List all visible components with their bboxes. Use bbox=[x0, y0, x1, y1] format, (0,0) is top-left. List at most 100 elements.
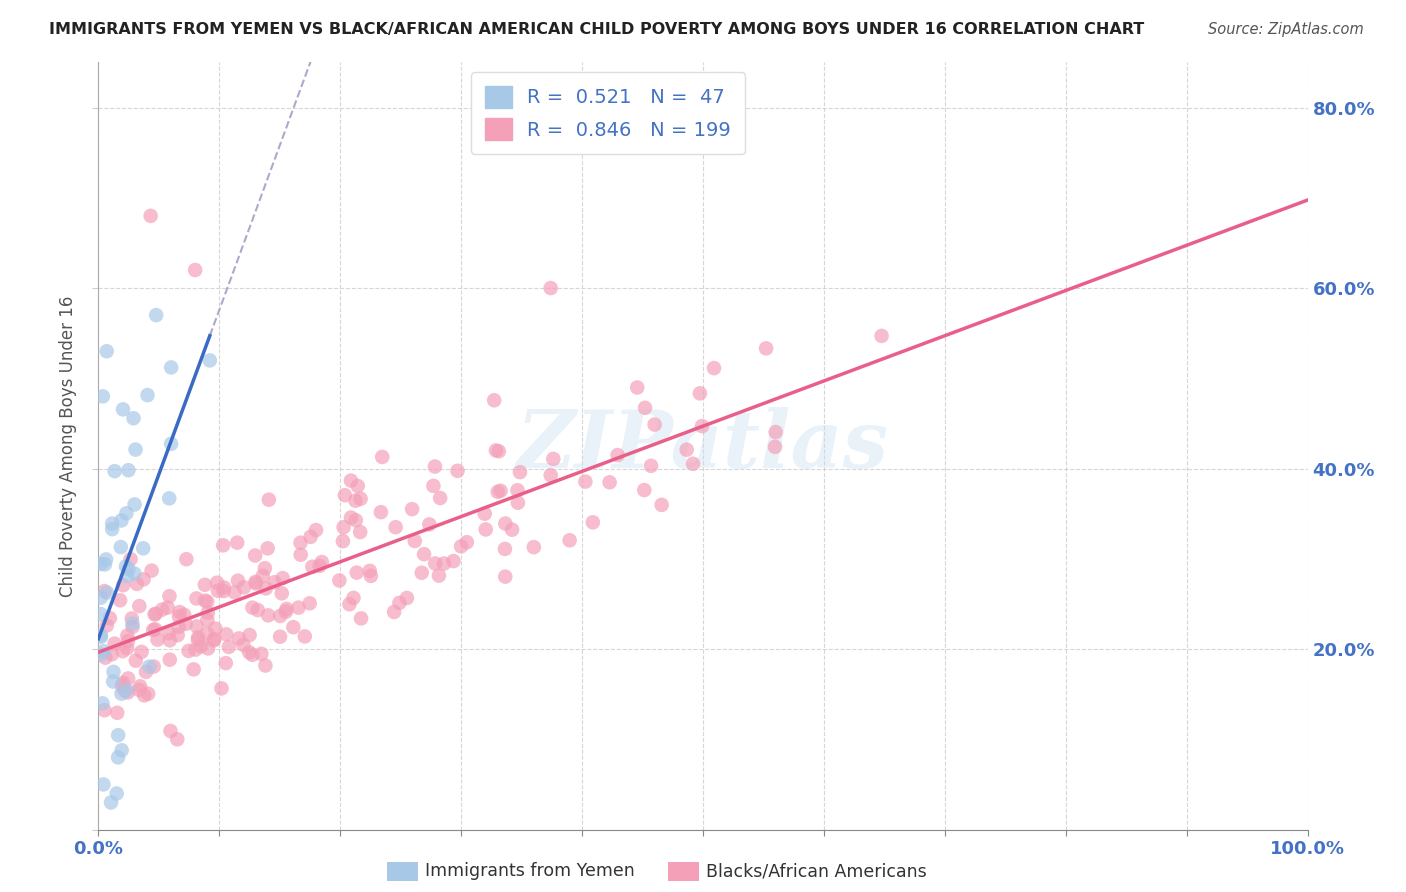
Point bbox=[308, 558, 330, 573]
Point bbox=[90, 607, 112, 622]
Point bbox=[121, 620, 143, 634]
Point bbox=[634, 401, 657, 415]
Point bbox=[246, 603, 269, 617]
Point bbox=[160, 437, 183, 451]
Point bbox=[301, 559, 323, 574]
Point bbox=[290, 535, 312, 549]
Point bbox=[283, 620, 305, 634]
Point bbox=[194, 578, 217, 592]
Point bbox=[167, 620, 190, 634]
Point bbox=[263, 575, 285, 590]
Point bbox=[128, 599, 150, 613]
Point bbox=[184, 263, 207, 277]
Point bbox=[290, 548, 312, 562]
Point bbox=[506, 496, 529, 510]
Point bbox=[224, 585, 246, 599]
Point bbox=[93, 703, 115, 717]
Point bbox=[359, 564, 381, 578]
Point bbox=[94, 552, 117, 566]
Point bbox=[582, 516, 605, 530]
Point bbox=[105, 787, 128, 801]
Point bbox=[176, 552, 198, 566]
Point bbox=[91, 696, 114, 710]
Point bbox=[404, 533, 426, 548]
Point bbox=[111, 679, 134, 693]
Point bbox=[195, 626, 218, 640]
Point bbox=[139, 209, 162, 223]
Point bbox=[494, 541, 516, 556]
Point bbox=[157, 491, 180, 506]
Point bbox=[486, 484, 509, 499]
Point bbox=[107, 750, 129, 764]
Point bbox=[215, 656, 238, 670]
Point bbox=[110, 513, 132, 527]
Point bbox=[332, 520, 354, 534]
Point bbox=[177, 644, 200, 658]
Point bbox=[413, 547, 436, 561]
Text: Source: ZipAtlas.com: Source: ZipAtlas.com bbox=[1208, 22, 1364, 37]
Point bbox=[450, 540, 472, 554]
Point bbox=[543, 451, 565, 466]
Point bbox=[755, 342, 778, 356]
Point bbox=[131, 645, 153, 659]
Point bbox=[145, 607, 167, 621]
Point bbox=[242, 600, 264, 615]
Point bbox=[173, 607, 195, 622]
Point bbox=[456, 535, 478, 549]
Point bbox=[157, 626, 180, 640]
Point bbox=[101, 516, 124, 531]
Point bbox=[138, 659, 160, 673]
Text: ZIPatlas: ZIPatlas bbox=[517, 408, 889, 484]
Point bbox=[202, 633, 225, 648]
Point bbox=[132, 541, 155, 556]
Point bbox=[446, 464, 468, 478]
Point bbox=[488, 444, 510, 458]
Point bbox=[101, 522, 124, 536]
Point bbox=[107, 728, 129, 742]
Point bbox=[104, 464, 127, 478]
Point bbox=[344, 493, 367, 508]
Point bbox=[101, 647, 124, 661]
Point bbox=[294, 629, 316, 643]
Point bbox=[350, 611, 373, 625]
Point bbox=[332, 534, 354, 549]
Point bbox=[135, 665, 157, 679]
Point bbox=[427, 568, 450, 582]
Point bbox=[411, 566, 433, 580]
Point bbox=[640, 458, 662, 473]
Point bbox=[117, 685, 139, 699]
Point bbox=[142, 659, 165, 673]
Point bbox=[96, 585, 118, 599]
Point bbox=[187, 633, 209, 648]
Point bbox=[141, 564, 163, 578]
Point bbox=[128, 682, 150, 697]
Point bbox=[156, 600, 179, 615]
Point bbox=[90, 557, 112, 571]
Point bbox=[143, 607, 166, 622]
Y-axis label: Child Poverty Among Boys Under 16: Child Poverty Among Boys Under 16 bbox=[59, 295, 77, 597]
Point bbox=[270, 586, 292, 600]
Point bbox=[198, 353, 221, 368]
Point bbox=[763, 440, 786, 454]
Point bbox=[494, 516, 516, 531]
Point bbox=[523, 540, 546, 554]
Point bbox=[349, 491, 371, 506]
Point bbox=[250, 647, 273, 661]
Point bbox=[211, 681, 233, 696]
Point bbox=[132, 572, 155, 586]
Point bbox=[110, 540, 132, 554]
Point bbox=[90, 591, 112, 605]
Point bbox=[232, 638, 254, 652]
Point bbox=[228, 632, 250, 646]
Point bbox=[651, 498, 673, 512]
Point bbox=[202, 632, 225, 647]
Point bbox=[242, 648, 264, 662]
Legend: R =  0.521   N =  47, R =  0.846   N = 199: R = 0.521 N = 47, R = 0.846 N = 199 bbox=[471, 72, 745, 154]
Point bbox=[114, 683, 136, 698]
Point bbox=[207, 583, 229, 598]
Point bbox=[187, 630, 209, 644]
Point bbox=[194, 593, 217, 607]
Point bbox=[174, 616, 197, 631]
Point bbox=[344, 513, 367, 527]
Point bbox=[474, 507, 496, 521]
